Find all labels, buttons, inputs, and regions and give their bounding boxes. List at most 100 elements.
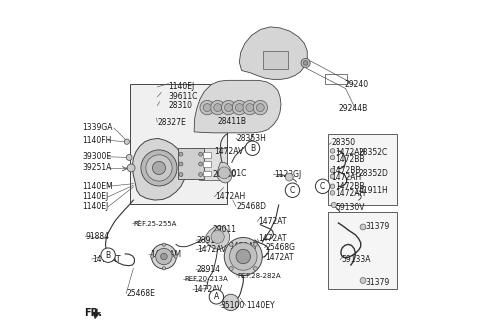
Text: 1472AT: 1472AT bbox=[265, 253, 294, 262]
Text: C: C bbox=[320, 182, 325, 191]
Circle shape bbox=[253, 242, 257, 246]
Bar bbox=[130, 84, 227, 204]
Text: A: A bbox=[214, 292, 219, 301]
Text: 28914: 28914 bbox=[197, 265, 221, 274]
Circle shape bbox=[330, 184, 335, 189]
Text: 26720: 26720 bbox=[212, 170, 236, 179]
Text: 1472BB: 1472BB bbox=[335, 154, 365, 164]
Circle shape bbox=[221, 100, 236, 115]
Text: 29244B: 29244B bbox=[338, 104, 368, 113]
Circle shape bbox=[152, 244, 176, 269]
Text: 1140EM: 1140EM bbox=[83, 182, 113, 191]
Circle shape bbox=[235, 104, 243, 112]
Circle shape bbox=[330, 191, 335, 195]
Circle shape bbox=[214, 104, 222, 112]
Bar bbox=[324, 74, 347, 84]
Text: 1140FH: 1140FH bbox=[83, 136, 112, 145]
Text: B: B bbox=[106, 251, 111, 260]
Circle shape bbox=[303, 61, 308, 65]
Circle shape bbox=[236, 249, 251, 264]
Text: 59130V: 59130V bbox=[335, 203, 365, 212]
Circle shape bbox=[209, 290, 224, 304]
Polygon shape bbox=[204, 226, 229, 249]
Circle shape bbox=[253, 100, 267, 115]
Circle shape bbox=[199, 173, 203, 176]
Circle shape bbox=[229, 243, 257, 270]
Text: 1472BB: 1472BB bbox=[331, 166, 360, 175]
Text: 1472AT: 1472AT bbox=[258, 217, 287, 226]
Circle shape bbox=[331, 202, 336, 208]
Bar bbox=[328, 212, 397, 289]
Text: B: B bbox=[250, 144, 255, 153]
Circle shape bbox=[330, 174, 335, 179]
Circle shape bbox=[223, 294, 239, 311]
Bar bbox=[178, 148, 204, 179]
Text: 1140EY: 1140EY bbox=[247, 301, 275, 310]
Circle shape bbox=[162, 243, 166, 246]
Circle shape bbox=[127, 164, 135, 172]
Circle shape bbox=[200, 100, 215, 115]
Bar bbox=[328, 134, 397, 205]
Circle shape bbox=[101, 248, 115, 262]
Circle shape bbox=[330, 168, 335, 173]
Text: 1140EJ: 1140EJ bbox=[83, 192, 109, 201]
Text: 1472AV: 1472AV bbox=[214, 147, 243, 156]
Text: 1472AV: 1472AV bbox=[193, 285, 223, 294]
Text: FR.: FR. bbox=[84, 308, 102, 318]
Circle shape bbox=[330, 149, 335, 153]
Text: 31379: 31379 bbox=[365, 278, 390, 287]
Text: 28350: 28350 bbox=[331, 138, 355, 147]
Text: 1472BB: 1472BB bbox=[335, 182, 365, 192]
Circle shape bbox=[245, 141, 260, 155]
Circle shape bbox=[179, 162, 183, 166]
Text: 91884: 91884 bbox=[86, 232, 110, 241]
Text: 39251A: 39251A bbox=[83, 163, 112, 173]
Text: 28910: 28910 bbox=[197, 236, 221, 245]
Polygon shape bbox=[92, 309, 101, 319]
Bar bbox=[199, 148, 227, 180]
Bar bbox=[263, 51, 288, 69]
Text: 29011: 29011 bbox=[212, 225, 236, 234]
Circle shape bbox=[315, 179, 330, 194]
Circle shape bbox=[211, 230, 224, 243]
Text: 28411B: 28411B bbox=[217, 117, 246, 126]
Text: 39300E: 39300E bbox=[83, 152, 112, 161]
Circle shape bbox=[161, 253, 167, 260]
Circle shape bbox=[218, 167, 230, 179]
Text: REF.28-282A: REF.28-282A bbox=[238, 273, 281, 279]
Text: 25468D: 25468D bbox=[237, 202, 267, 211]
Text: 28327E: 28327E bbox=[157, 117, 186, 127]
Text: 28353H: 28353H bbox=[237, 134, 266, 143]
Text: 1123GJ: 1123GJ bbox=[275, 170, 302, 179]
Circle shape bbox=[229, 242, 233, 246]
Bar bbox=[203, 161, 212, 167]
Circle shape bbox=[301, 58, 310, 68]
Text: 1472AH: 1472AH bbox=[331, 173, 361, 182]
Circle shape bbox=[156, 248, 172, 265]
Polygon shape bbox=[132, 138, 186, 200]
Text: 28310: 28310 bbox=[168, 101, 192, 110]
Circle shape bbox=[242, 100, 257, 115]
Text: REF.20-213A: REF.20-213A bbox=[184, 277, 228, 282]
Text: 41911H: 41911H bbox=[359, 186, 388, 195]
Bar bbox=[203, 171, 212, 176]
Circle shape bbox=[224, 237, 262, 276]
Text: 35101C: 35101C bbox=[217, 169, 246, 178]
Circle shape bbox=[210, 100, 225, 115]
Text: 1472AT: 1472AT bbox=[229, 242, 258, 251]
Circle shape bbox=[162, 267, 166, 270]
Text: 1472AM: 1472AM bbox=[150, 250, 181, 259]
Text: 1140EJ: 1140EJ bbox=[83, 202, 109, 211]
Circle shape bbox=[253, 267, 257, 271]
Circle shape bbox=[141, 150, 177, 186]
Text: 39611C: 39611C bbox=[168, 92, 198, 101]
Circle shape bbox=[360, 277, 366, 283]
Text: 29240: 29240 bbox=[345, 80, 369, 89]
Polygon shape bbox=[240, 27, 307, 79]
Circle shape bbox=[330, 155, 335, 160]
Text: 25468G: 25468G bbox=[265, 243, 296, 252]
Text: 28352C: 28352C bbox=[359, 148, 388, 157]
Circle shape bbox=[124, 139, 130, 144]
Text: 1472AH: 1472AH bbox=[216, 192, 246, 201]
Text: 1472AT: 1472AT bbox=[258, 234, 287, 243]
